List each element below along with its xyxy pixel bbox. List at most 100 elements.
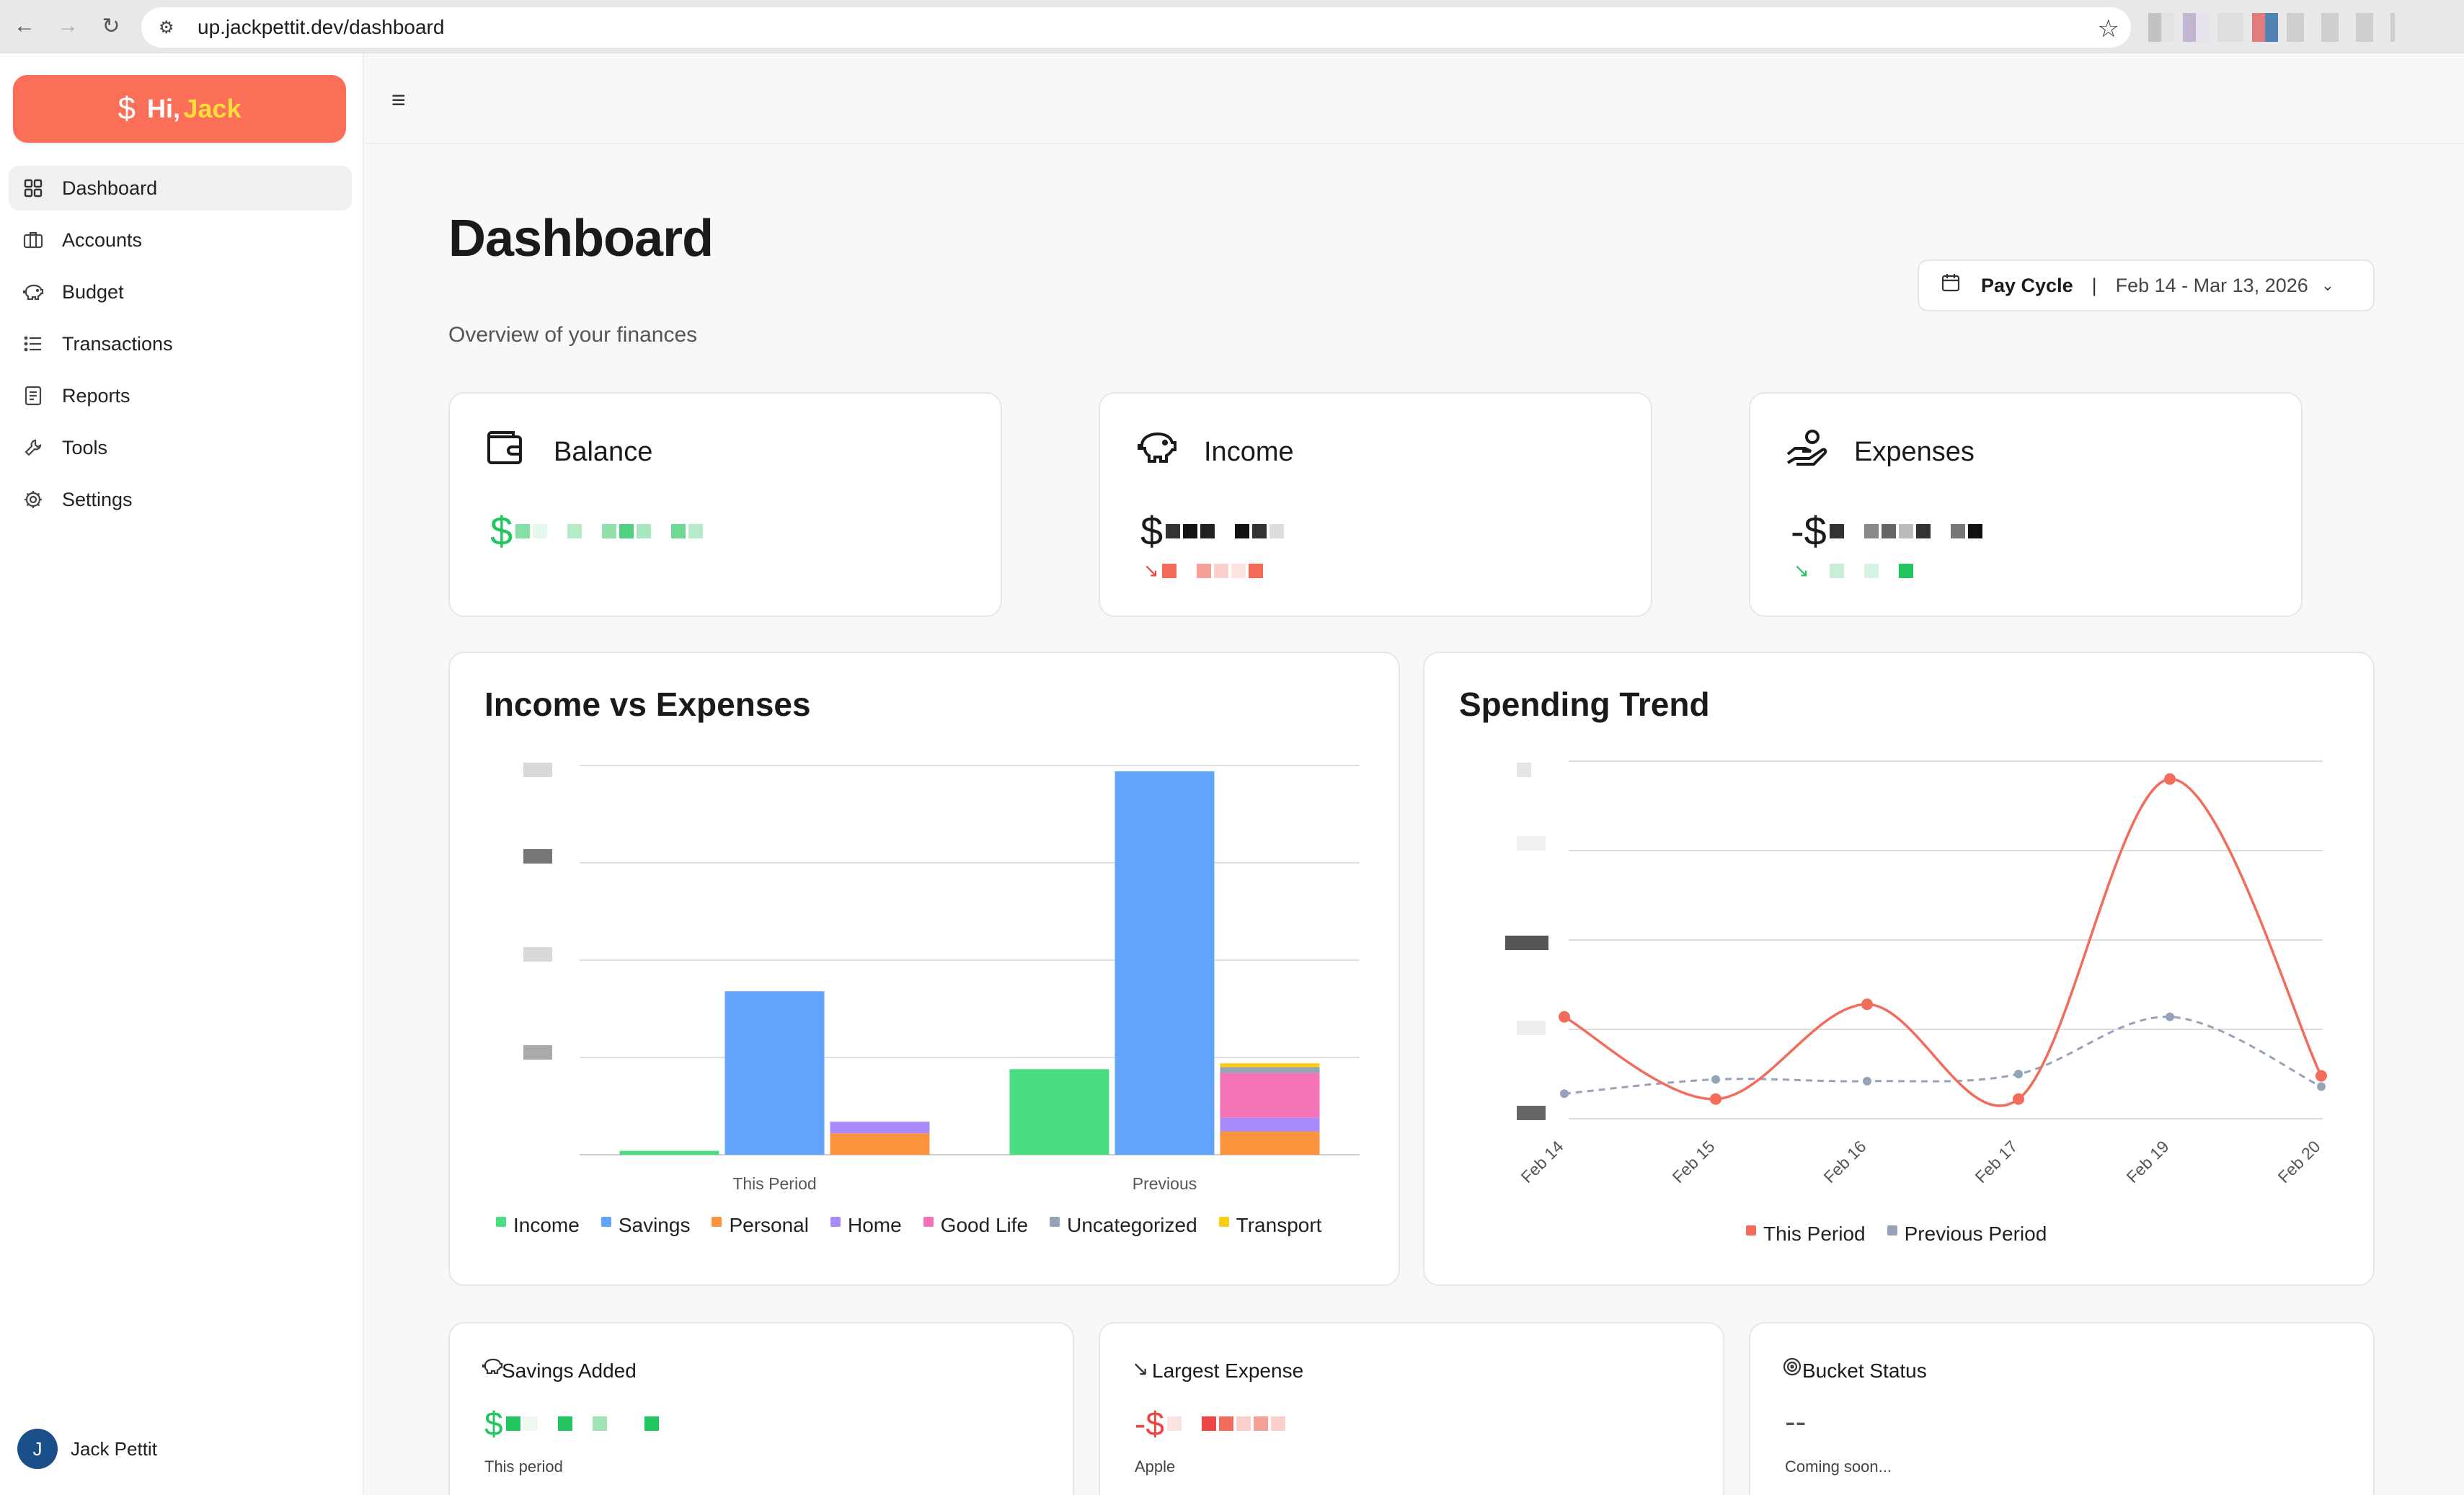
extension-icon[interactable] (2217, 13, 2243, 42)
data-point-this-period (2013, 1093, 2024, 1105)
sidebar-item-label: Reports (62, 384, 130, 407)
sidebar-item-settings[interactable]: Settings (9, 477, 352, 522)
sidebar-item-dashboard[interactable]: Dashboard (9, 166, 352, 210)
back-icon[interactable]: ← (14, 14, 35, 37)
card-title: Bucket Status (1802, 1359, 1927, 1382)
brand-greeting: Hi, (146, 94, 180, 123)
x-axis-labels: Feb 14 Feb 15 Feb 16 Feb 17 Feb 19 Feb 20 (1517, 1137, 2324, 1186)
legend-label: This Period (1763, 1223, 1866, 1245)
savings-added-card: Savings Added $ This period (448, 1322, 1074, 1495)
sidebar-item-label: Settings (62, 488, 133, 510)
bucket-status-value: -- (1785, 1404, 1807, 1439)
balance-title: Balance (554, 437, 653, 467)
reload-icon[interactable]: ↻ (102, 14, 120, 38)
legend-label: Personal (729, 1214, 809, 1236)
x-tick-label: Feb 15 (1669, 1137, 1719, 1186)
expenses-card: Expenses -$ ↘ (1749, 392, 2303, 617)
data-point-this-period (1861, 998, 1873, 1011)
sidebar-item-label: Transactions (62, 332, 173, 355)
bar-segment-home (830, 1122, 930, 1134)
income-vs-expenses-chart: This Period Previous (523, 763, 1360, 1193)
largest-expense-card: ↘ Largest Expense -$ Apple (1099, 1322, 1724, 1495)
largest-expense-value: -$ (1135, 1404, 1285, 1443)
x-tick-label: Feb 19 (2123, 1137, 2173, 1186)
y-axis-labels (523, 763, 552, 1060)
page-subtitle: Overview of your finances (448, 323, 698, 347)
x-tick-label: Feb 14 (1517, 1137, 1567, 1186)
chart-title: Income vs Expenses (484, 686, 811, 723)
legend-item[interactable]: Uncategorized (1050, 1214, 1197, 1237)
chart-legend: Income Savings Personal Home Good Life U… (496, 1214, 1321, 1237)
legend-label: Savings (618, 1214, 691, 1236)
user-profile[interactable]: J Jack Pettit (17, 1429, 157, 1469)
piggy-bank-icon (482, 1357, 503, 1380)
piggy-bank-icon (1135, 427, 1179, 476)
legend-item[interactable]: Personal (712, 1214, 809, 1237)
sidebar-item-transactions[interactable]: Transactions (9, 321, 352, 366)
wallet-icon (484, 427, 526, 478)
data-point-previous-period (2166, 1012, 2174, 1021)
x-tick-label: Feb 20 (2274, 1137, 2324, 1186)
legend-item[interactable]: Previous Period (1887, 1223, 2047, 1246)
trend-down-icon: ↘ (1794, 559, 1809, 581)
brand-logo[interactable]: $ Hi, Jack (13, 75, 346, 143)
extensions-area (2148, 10, 2395, 45)
currency-symbol: $ (490, 508, 513, 554)
pay-cycle-selector[interactable]: Pay Cycle | Feb 14 - Mar 13, 2026 ⌄ (1918, 259, 2375, 311)
hand-coins-icon (1785, 427, 1830, 478)
series-line-this-period (1564, 778, 2323, 1107)
address-bar[interactable]: ⚙ up.jackpettit.dev/dashboard ☆ (141, 7, 2131, 48)
forward-icon[interactable]: → (57, 14, 79, 37)
income-card: Income $ ↘ (1099, 392, 1652, 617)
sidebar-item-reports[interactable]: Reports (9, 373, 352, 418)
bar-segment-good-life (1220, 1073, 1320, 1118)
x-tick-label: This Period (732, 1174, 816, 1193)
page-title: Dashboard (448, 210, 714, 267)
bucket-status-card: Bucket Status -- Coming soon... (1749, 1322, 2375, 1495)
sidebar-item-accounts[interactable]: Accounts (9, 218, 352, 262)
chart-title: Spending Trend (1459, 686, 1710, 723)
sidebar-item-tools[interactable]: Tools (9, 425, 352, 470)
brand-name: Jack (183, 94, 241, 123)
pay-cycle-range: Feb 14 - Mar 13, 2026 (2115, 274, 2308, 296)
browser-toolbar: ← → ↻ ⚙ up.jackpettit.dev/dashboard ☆ (0, 0, 2464, 53)
income-trend: ↘ (1143, 559, 1263, 582)
income-title: Income (1204, 437, 1294, 467)
gear-icon (22, 488, 45, 511)
extension-icon[interactable] (2252, 13, 2278, 42)
data-point-this-period (1710, 1093, 1721, 1105)
legend-item[interactable]: Home (830, 1214, 902, 1237)
sidebar-item-budget[interactable]: Budget (9, 270, 352, 314)
user-name: Jack Pettit (71, 1437, 157, 1460)
savings-value: $ (484, 1404, 659, 1443)
card-subtitle: This period (484, 1458, 563, 1476)
legend-item[interactable]: Income (496, 1214, 580, 1237)
data-point-previous-period (1711, 1075, 1720, 1084)
trend-down-icon: ↘ (1143, 559, 1159, 581)
list-icon (22, 332, 45, 355)
wrench-icon (22, 436, 45, 459)
legend-label: Transport (1236, 1214, 1322, 1236)
grid-icon (22, 177, 45, 200)
card-subtitle: Coming soon... (1785, 1458, 1892, 1476)
legend-item[interactable]: Good Life (923, 1214, 1028, 1237)
bookmark-star-icon[interactable]: ☆ (2097, 15, 2119, 43)
legend-item[interactable]: This Period (1746, 1223, 1866, 1246)
x-axis-labels: This Period Previous (732, 1174, 1197, 1193)
x-tick-label: Feb 16 (1820, 1137, 1870, 1186)
chart-legend: This Period Previous Period (1746, 1223, 2047, 1246)
legend-item[interactable]: Transport (1218, 1214, 1322, 1237)
sidebar: $ Hi, Jack Dashboard Accounts Budget Tr (0, 53, 364, 1495)
topbar: ≡ (365, 53, 2464, 144)
extension-icon[interactable] (2148, 13, 2174, 42)
menu-icon[interactable]: ≡ (391, 86, 406, 114)
profile-area[interactable] (2287, 13, 2395, 42)
spending-trend-chart: Feb 14 Feb 15 Feb 16 Feb 17 Feb 19 Feb 20 (1505, 760, 2327, 1186)
legend-item[interactable]: Savings (601, 1214, 691, 1237)
site-settings-icon[interactable]: ⚙ (159, 17, 174, 37)
bars (619, 771, 1320, 1155)
expenses-title: Expenses (1854, 437, 1975, 467)
extension-icon[interactable] (2183, 13, 2209, 42)
data-point-this-period (2315, 1070, 2327, 1082)
sidebar-item-label: Tools (62, 436, 108, 458)
